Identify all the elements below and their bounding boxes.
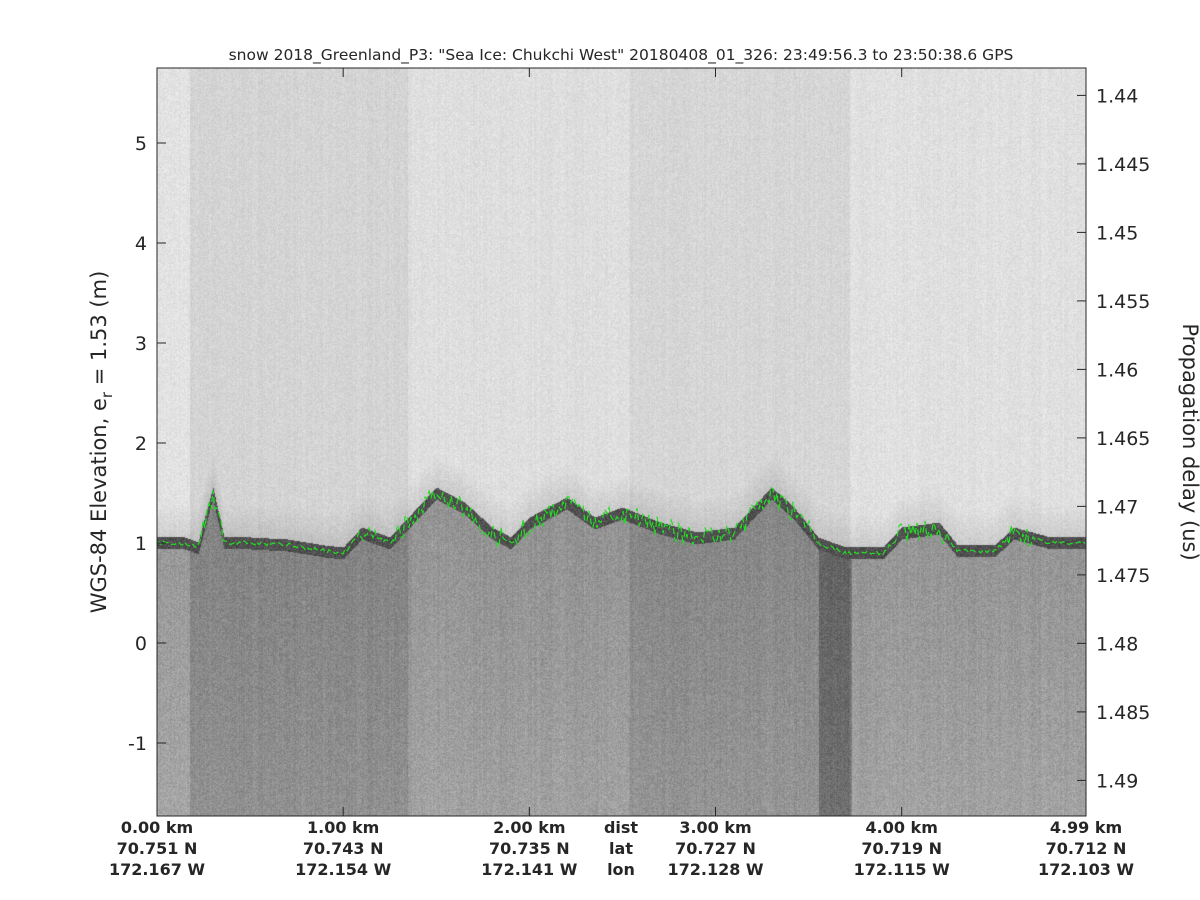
x-tick-label-lat: 70.751 N	[117, 839, 198, 858]
y2-tick-label: 1.475	[1096, 565, 1150, 587]
x-row-label-dist: dist	[604, 818, 638, 837]
x-tick-label-dist: 1.00 km	[307, 818, 379, 837]
x-tick-label-lon: 172.167 W	[109, 860, 205, 879]
y-axis-label: WGS-84 Elevation, er = 1.53 (m)	[87, 271, 116, 614]
chart-title: snow 2018_Greenland_P3: "Sea Ice: Chukch…	[229, 46, 1014, 65]
y2-tick-label: 1.47	[1096, 496, 1138, 518]
x-tick-label-lon: 172.103 W	[1038, 860, 1134, 879]
y2-axis-label: Propagation delay (us)	[1178, 323, 1200, 560]
x-tick-label-lat: 70.727 N	[675, 839, 756, 858]
x-tick-label-dist: 2.00 km	[493, 818, 565, 837]
x-tick-label-lat: 70.712 N	[1046, 839, 1127, 858]
x-tick-label-lat: 70.735 N	[489, 839, 570, 858]
x-tick-label-dist: 4.00 km	[866, 818, 938, 837]
x-tick-label-lon: 172.128 W	[667, 860, 763, 879]
echogram-image	[157, 68, 1086, 816]
y-tick-label: 2	[135, 433, 147, 455]
x-tick-label-dist: 4.99 km	[1050, 818, 1122, 837]
x-tick-label-lon: 172.141 W	[481, 860, 577, 879]
x-row-label-lat: lat	[609, 839, 633, 858]
y2-tick-label: 1.455	[1096, 291, 1150, 313]
y-tick-label: 0	[135, 633, 147, 655]
y2-tick-label: 1.485	[1096, 702, 1150, 724]
x-tick-label-lon: 172.154 W	[295, 860, 391, 879]
y-tick-label: 3	[135, 333, 147, 355]
y2-tick-label: 1.44	[1096, 85, 1138, 107]
x-row-label-lon: lon	[607, 860, 635, 879]
y-tick-label: -1	[128, 733, 147, 755]
x-tick-label-lat: 70.719 N	[861, 839, 942, 858]
y2-tick-label: 1.465	[1096, 428, 1150, 450]
x-tick-label-lon: 172.115 W	[854, 860, 950, 879]
y2-tick-label: 1.45	[1096, 222, 1138, 244]
y2-tick-label: 1.48	[1096, 633, 1138, 655]
y-tick-label: 1	[135, 533, 147, 555]
surface-line	[156, 486, 1086, 556]
x-tick-label-lat: 70.743 N	[303, 839, 384, 858]
y2-tick-label: 1.445	[1096, 154, 1150, 176]
y2-tick-label: 1.49	[1096, 770, 1138, 792]
y-tick-label: 4	[135, 233, 147, 255]
y-tick-label: 5	[135, 133, 147, 155]
y2-tick-label: 1.46	[1096, 359, 1138, 381]
x-tick-label-dist: 3.00 km	[679, 818, 751, 837]
x-tick-label-dist: 0.00 km	[121, 818, 193, 837]
plot-frame	[156, 67, 1087, 817]
